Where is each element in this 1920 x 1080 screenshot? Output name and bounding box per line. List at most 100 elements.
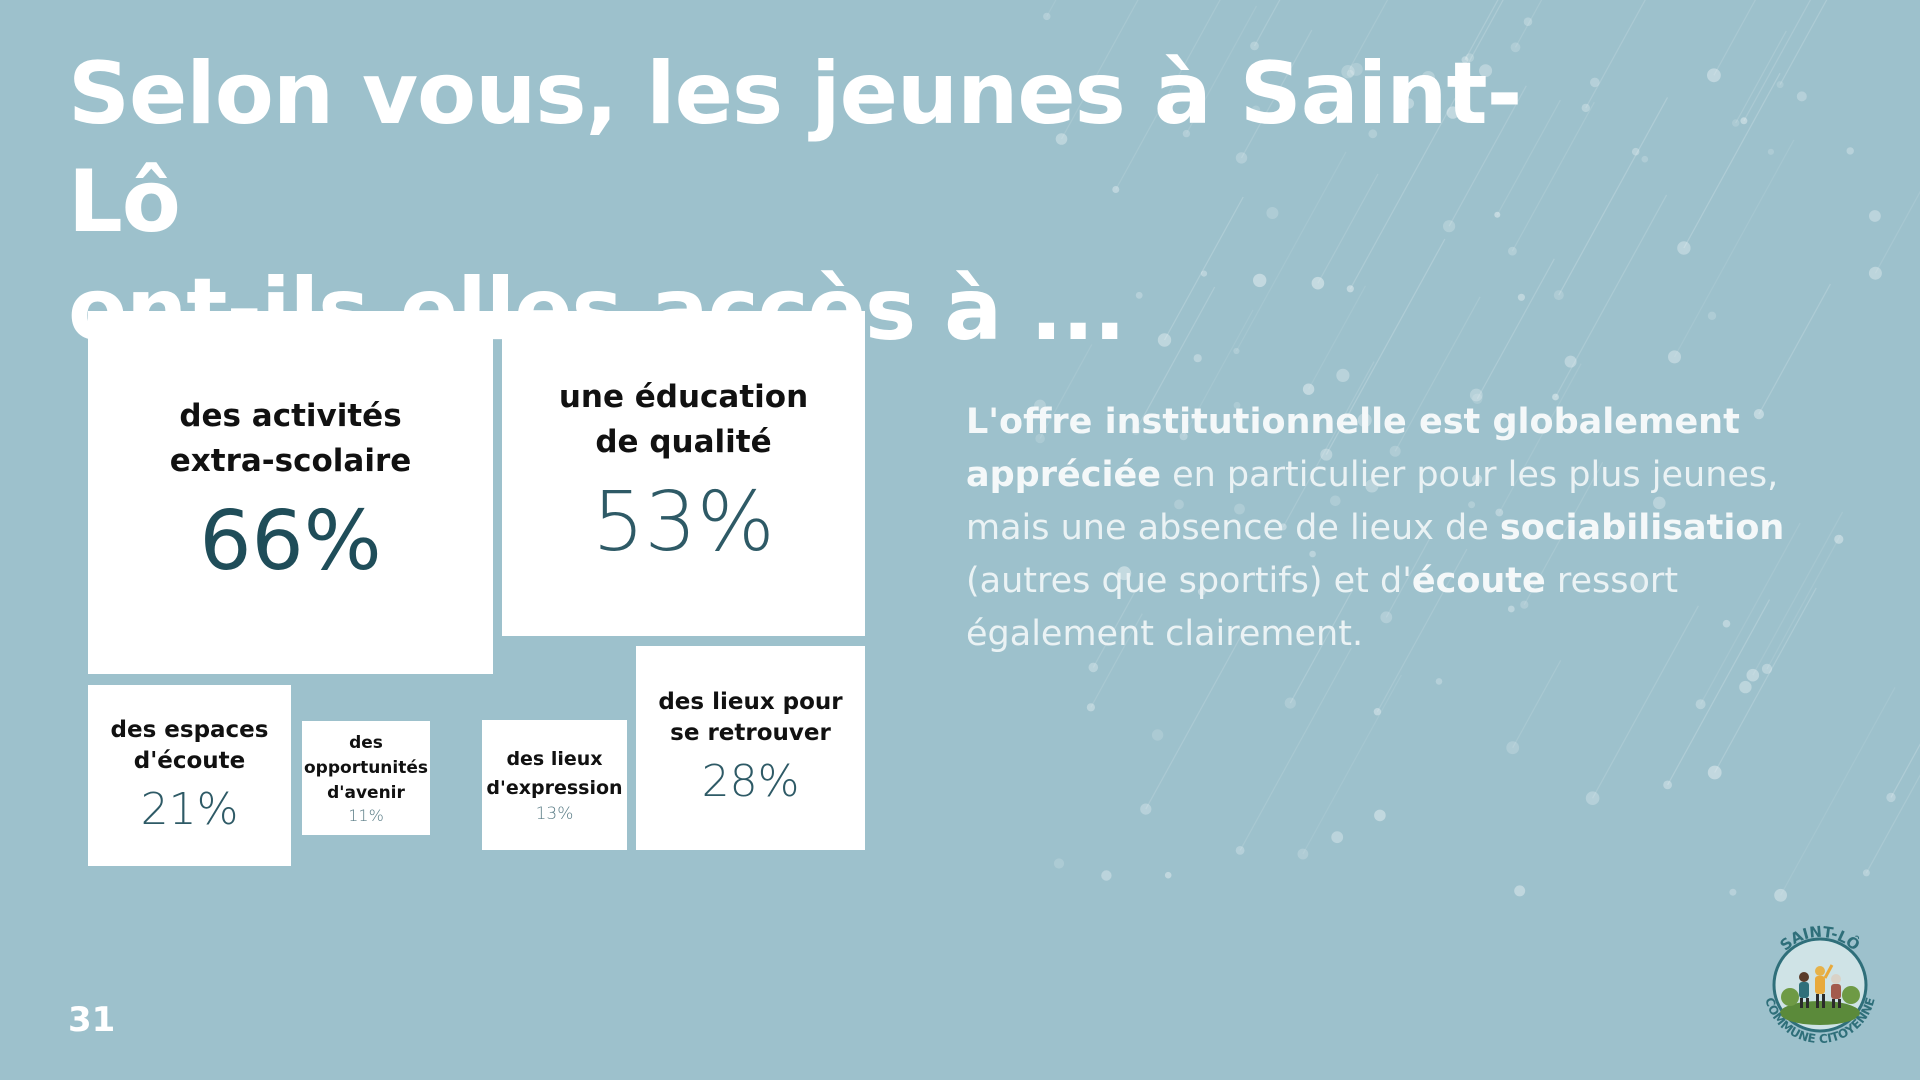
background-dot bbox=[1174, 499, 1184, 510]
background-dot bbox=[1510, 42, 1521, 53]
background-dot bbox=[1507, 605, 1515, 613]
background-streak bbox=[1714, 587, 1817, 773]
summary-text: L'offre institutionnelle est globalement… bbox=[966, 396, 1846, 661]
background-streak bbox=[1385, 536, 1432, 618]
background-dot bbox=[1862, 869, 1870, 877]
background-dot bbox=[1235, 152, 1248, 164]
summary-bold-3: écoute bbox=[1411, 561, 1546, 601]
tile-quality-education: une éducation de qualité 53% bbox=[502, 311, 865, 636]
background-streak bbox=[1240, 29, 1313, 159]
background-dot bbox=[1564, 355, 1577, 368]
background-dot bbox=[1368, 129, 1378, 139]
background-streak bbox=[1090, 613, 1143, 708]
background-dot bbox=[1553, 290, 1564, 301]
background-streak bbox=[1683, 72, 1781, 249]
background-streak bbox=[1282, 361, 1375, 528]
background-dot bbox=[1707, 311, 1717, 320]
background-dot bbox=[1053, 858, 1065, 869]
background-streak bbox=[1060, 0, 1139, 140]
tile-percentage: 53% bbox=[592, 474, 775, 570]
summary-text-1: en particulier pour les plus jeunes, mai… bbox=[966, 455, 1779, 548]
background-dot bbox=[1761, 663, 1773, 675]
background-dot bbox=[1695, 699, 1706, 710]
background-dot bbox=[1374, 809, 1386, 822]
background-dot bbox=[1632, 575, 1646, 589]
tile-label: une éducation de qualité bbox=[558, 378, 809, 460]
background-streak bbox=[1092, 572, 1146, 668]
background-streak bbox=[1890, 743, 1920, 798]
background-streak bbox=[1456, 0, 1504, 84]
background-dot bbox=[1233, 347, 1240, 355]
background-dot bbox=[1365, 479, 1379, 493]
background-streak bbox=[1779, 0, 1828, 85]
background-streak bbox=[1183, 309, 1254, 437]
background-streak bbox=[1039, 344, 1093, 439]
background-dot bbox=[1739, 680, 1752, 694]
background-streak bbox=[1523, 462, 1604, 605]
background-streak bbox=[1511, 101, 1595, 252]
background-streak bbox=[1325, 238, 1446, 455]
background-dot bbox=[1279, 523, 1287, 531]
background-streak bbox=[1585, 0, 1646, 109]
background-dot bbox=[1284, 697, 1296, 709]
tile-label: des lieux pour se retrouver bbox=[658, 689, 843, 746]
page-number: 31 bbox=[68, 1000, 116, 1040]
background-dot bbox=[1403, 98, 1415, 109]
background-streak bbox=[1713, 0, 1756, 76]
background-dot bbox=[1200, 270, 1208, 277]
background-streak bbox=[1448, 85, 1527, 227]
background-dot bbox=[1193, 354, 1202, 363]
background-streak bbox=[1496, 99, 1561, 216]
background-dot bbox=[1653, 496, 1666, 510]
background-dot bbox=[1435, 678, 1443, 685]
background-dot bbox=[1446, 106, 1460, 119]
background-dot bbox=[1297, 848, 1309, 860]
background-streak bbox=[1476, 258, 1555, 400]
background-streak bbox=[1135, 286, 1216, 431]
tile-label: des opportunités d'avenir bbox=[304, 732, 429, 803]
background-dot bbox=[1233, 401, 1241, 409]
background-dot bbox=[1088, 662, 1099, 673]
background-dot bbox=[1309, 550, 1316, 558]
background-streak bbox=[1667, 599, 1771, 786]
background-dot bbox=[1197, 587, 1206, 596]
background-streak bbox=[1317, 173, 1379, 284]
background-dot bbox=[1346, 69, 1354, 78]
background-dot bbox=[1722, 619, 1731, 628]
tile-extra-curricular-activities: des activités extra-scolaire 66% bbox=[88, 311, 493, 674]
background-dot bbox=[1506, 741, 1520, 755]
background-dot bbox=[1508, 246, 1517, 256]
background-dot bbox=[1250, 41, 1259, 51]
background-dot bbox=[1585, 791, 1600, 805]
background-dot bbox=[1465, 53, 1475, 63]
background-dot bbox=[1740, 117, 1748, 125]
background-streak bbox=[1289, 589, 1353, 704]
background-dot bbox=[1846, 147, 1854, 155]
background-streak bbox=[1865, 774, 1920, 874]
background-dot bbox=[1753, 409, 1764, 420]
background-dot bbox=[1767, 148, 1774, 155]
background-dot bbox=[1157, 333, 1172, 347]
background-streak bbox=[1592, 605, 1699, 799]
background-dot bbox=[1311, 276, 1325, 290]
tile-listening-spaces: des espaces d'écoute 21% bbox=[88, 685, 291, 866]
background-dot bbox=[1641, 155, 1649, 163]
background-dot bbox=[1380, 611, 1393, 624]
background-streak bbox=[1239, 647, 1352, 851]
background-streak bbox=[1758, 283, 1831, 415]
title-line-1: Selon vous, les jeunes à Saint-Lô bbox=[68, 44, 1522, 252]
background-dot bbox=[1253, 273, 1267, 288]
background-dot bbox=[1677, 241, 1691, 255]
background-dot bbox=[1182, 129, 1191, 138]
background-dot bbox=[1112, 186, 1120, 193]
tile-label: des activités extra-scolaire bbox=[169, 397, 412, 479]
tile-label: des espaces d'écoute bbox=[110, 716, 269, 774]
tile-label: des lieux d'expression bbox=[486, 748, 623, 799]
background-dot bbox=[1443, 220, 1456, 233]
background-streak bbox=[1464, 0, 1499, 61]
background-streak bbox=[1512, 660, 1562, 748]
tile-meeting-places: des lieux pour se retrouver 28% bbox=[636, 646, 865, 850]
background-dot bbox=[1131, 425, 1141, 435]
background-dot bbox=[1472, 393, 1483, 404]
background-streak bbox=[1302, 674, 1402, 855]
